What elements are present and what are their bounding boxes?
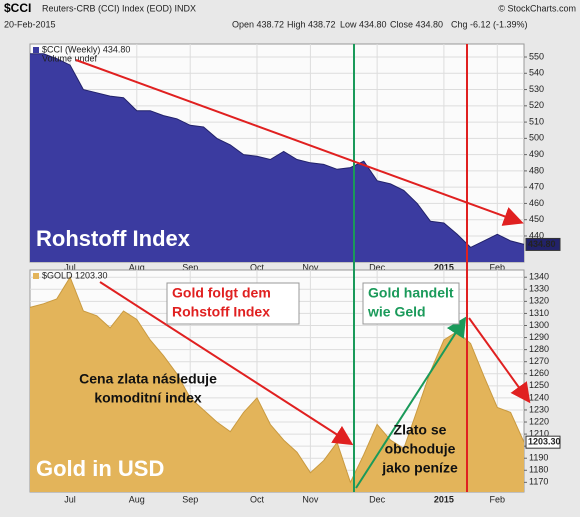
value-label: 434.80 [528,239,556,249]
x-tick-label: Jul [64,262,76,272]
legend-swatch [33,273,39,279]
x-tick-label: Jul [64,494,76,504]
y-tick-label: 1240 [529,392,549,402]
legend-entry: $CCI (Weekly) 434.80 [42,44,130,54]
annotation: obchoduje [385,441,456,457]
annotation: komoditní index [94,390,202,406]
y-tick-label: 1310 [529,308,549,318]
date: 20-Feb-2015 [4,19,56,29]
annotation: Cena zlata následuje [79,371,217,387]
annotation: Gold folgt dem [172,285,271,301]
x-tick-label: Sep [182,262,198,272]
y-tick-label: 540 [529,68,544,78]
y-tick-label: 490 [529,149,544,159]
x-tick-label: Aug [129,262,145,272]
y-tick-label: 500 [529,133,544,143]
index-name: Reuters-CRB (CCI) Index (EOD) INDX [42,3,196,13]
quote-field: Open 438.72 [232,19,284,29]
note-box [166,282,300,325]
y-tick-label: 1300 [529,320,549,330]
y-tick-label: 1250 [529,380,549,390]
symbol: $CCI [4,1,31,15]
y-tick-label: 1220 [529,416,549,426]
x-tick-label: Sep [182,494,198,504]
annotation: Gold handelt [368,285,454,301]
y-tick-label: 450 [529,214,544,224]
legend-entry: $GOLD 1203.30 [42,270,108,280]
x-tick-label: 2015 [434,494,454,504]
arrow [99,281,354,446]
x-tick-label: Dec [369,262,386,272]
area [30,277,524,492]
y-tick-label: 520 [529,100,544,110]
y-tick-label: 470 [529,182,544,192]
arrow [355,316,467,489]
quote-field: Close 434.80 [390,19,443,29]
note-box [362,282,460,325]
legend-swatch [33,47,39,53]
y-tick-label: 510 [529,116,544,126]
y-tick-label: 1320 [529,296,549,306]
annotation: jako peníze [381,460,458,476]
y-tick-label: 1180 [529,465,548,475]
x-tick-label: Oct [250,262,265,272]
y-tick-label: 460 [529,198,544,208]
y-tick-label: 1270 [529,356,549,366]
y-tick-label: 1330 [529,284,549,294]
annotation: wie Geld [367,304,426,320]
y-tick-label: 530 [529,84,544,94]
x-tick-label: Feb [490,494,506,504]
annotation: Rohstoff Index [172,304,270,320]
x-tick-label: Nov [302,494,319,504]
arrow [75,59,524,226]
quote-field: Low 434.80 [340,19,387,29]
y-tick-label: 1290 [529,332,549,342]
line [29,276,525,484]
y-tick-label: 1230 [529,404,549,414]
area [30,53,524,262]
quote-field: Chg -6.12 (-1.39%) [451,19,528,29]
annotation: Zlato se [394,422,447,438]
value-label: 1203.30 [528,437,561,447]
x-tick-label: 2015 [434,262,454,272]
x-tick-label: Nov [302,262,319,272]
x-tick-label: Dec [369,494,386,504]
subtitle: Volume undef [42,53,98,63]
quote-field: High 438.72 [287,19,336,29]
x-tick-label: Feb [490,262,506,272]
panel-label: Gold in USD [36,456,164,481]
y-tick-label: 1260 [529,368,549,378]
value-label-box [525,435,561,449]
line [30,53,525,249]
y-tick-label: 550 [529,51,544,61]
y-tick-label: 480 [529,165,544,175]
arrow [468,317,531,404]
y-tick-label: 1280 [529,344,549,354]
x-tick-label: Oct [250,494,265,504]
panel-label: Rohstoff Index [36,226,191,251]
y-tick-label: 1340 [529,272,549,282]
y-tick-label: 1190 [529,453,548,463]
y-tick-label: 1170 [529,477,548,487]
y-tick-label: 1210 [529,428,549,438]
value-label-box [525,237,561,251]
y-tick-label: 440 [529,230,544,240]
source: © StockCharts.com [498,3,576,13]
x-tick-label: Aug [129,494,145,504]
